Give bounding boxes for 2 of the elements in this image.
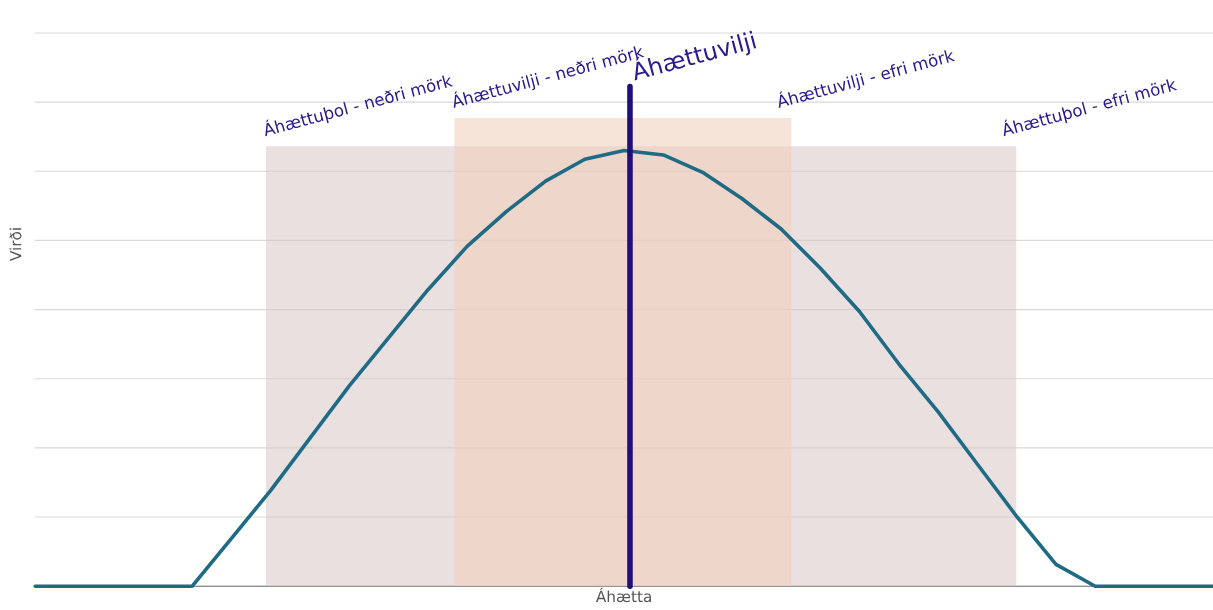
y-axis-title: Virði <box>9 228 22 261</box>
x-axis-title: Áhætta <box>595 587 651 603</box>
